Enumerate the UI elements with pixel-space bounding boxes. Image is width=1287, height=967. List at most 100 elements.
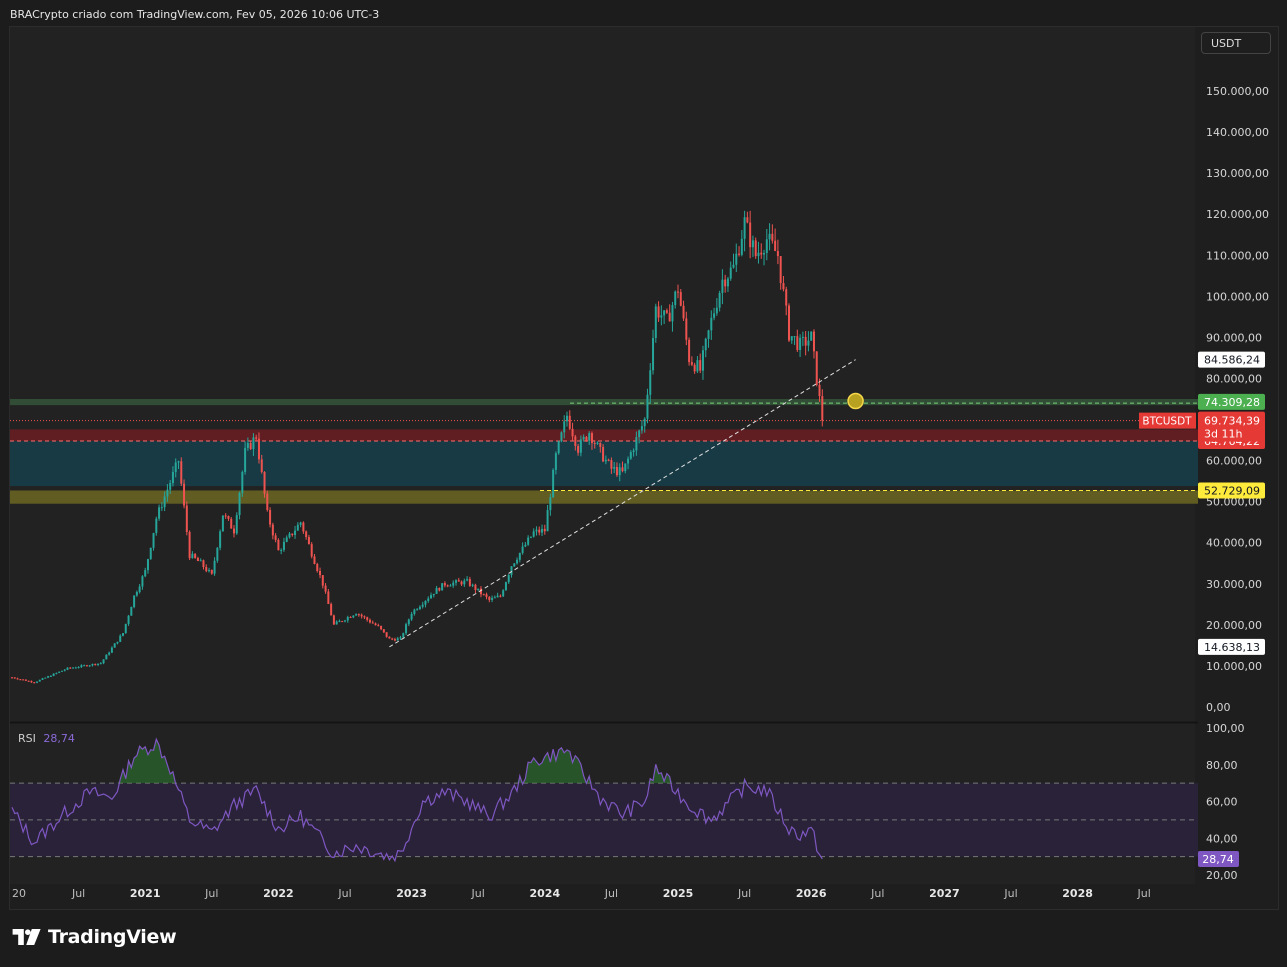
candle-body: [63, 669, 66, 671]
candle-body: [246, 443, 249, 448]
candle-body: [374, 623, 377, 626]
candle-body: [233, 528, 235, 534]
candle-body: [377, 625, 380, 627]
candle-body: [652, 337, 655, 371]
candle-body: [713, 313, 716, 318]
time-axis-tick-label: Jul: [604, 887, 618, 900]
candle-body: [341, 621, 344, 623]
candle-body: [785, 289, 788, 306]
candle-body: [732, 264, 735, 268]
candle-body: [327, 591, 330, 605]
candle-body: [765, 239, 768, 254]
candle-body: [432, 593, 435, 596]
candle-body: [468, 579, 471, 586]
candle-body: [521, 546, 524, 553]
candle-body: [55, 672, 58, 674]
candle-body: [69, 667, 72, 669]
tradingview-logo[interactable]: TradingView: [12, 924, 177, 950]
candle-body: [163, 496, 166, 508]
candle-body: [710, 317, 713, 331]
candle-body: [554, 453, 557, 470]
candle-body: [88, 665, 91, 667]
candle-body: [529, 536, 532, 538]
candle-body: [363, 616, 366, 618]
candle-body: [399, 637, 402, 639]
candle-body: [77, 667, 80, 669]
candle-body: [818, 384, 821, 397]
candle-body: [366, 617, 369, 620]
currency-selector-button[interactable]: USDT: [1201, 32, 1271, 54]
candle-body: [307, 537, 310, 545]
rsi-axis-tick-label: 80,00: [1206, 759, 1238, 772]
candle-body: [474, 584, 477, 591]
candle-body: [22, 679, 25, 681]
price-axis-tick-label: 0,00: [1206, 701, 1231, 714]
candle-body: [638, 430, 641, 438]
candle-body: [541, 528, 544, 533]
candle-body: [368, 619, 371, 623]
candle-body: [310, 544, 313, 557]
candle-body: [344, 620, 346, 622]
candle-body: [627, 458, 630, 464]
candle-body: [738, 253, 741, 255]
candle-body: [24, 679, 27, 681]
candle-body: [97, 663, 100, 665]
price-axis-tick-label: 60.000,00: [1206, 455, 1262, 468]
candle-body: [116, 641, 119, 644]
candle-body: [35, 681, 38, 683]
candle-body: [610, 460, 613, 469]
candle-body: [513, 563, 516, 567]
candle-body: [604, 459, 607, 462]
candle-body: [735, 253, 738, 265]
candle-body: [224, 515, 227, 517]
candle-body: [596, 442, 599, 444]
candle-body: [463, 580, 466, 585]
candle-body: [74, 667, 77, 669]
candle-body: [166, 489, 169, 497]
candle-body: [460, 581, 463, 585]
candle-body: [815, 351, 818, 385]
candle-body: [360, 614, 363, 617]
candle-body: [291, 533, 294, 535]
candle-body: [216, 547, 219, 561]
tradingview-logo-text: TradingView: [48, 926, 177, 948]
candle-body: [779, 256, 782, 284]
time-axis-tick-label: 2024: [529, 887, 560, 900]
candle-body: [19, 679, 22, 681]
price-label-yellow-zone-bg: [1198, 482, 1265, 499]
candle-body: [255, 437, 258, 439]
candle-body: [668, 312, 671, 322]
candle-body: [699, 360, 702, 371]
price-axis-tick-label: 50.000,00: [1206, 496, 1262, 509]
candle-body: [85, 665, 88, 667]
candle-body: [768, 233, 771, 240]
candle-body: [227, 516, 230, 519]
candle-body: [319, 570, 322, 576]
candle-body: [11, 677, 13, 679]
candle-body: [135, 592, 138, 596]
candle-body: [746, 217, 749, 223]
candle-body: [629, 452, 632, 459]
candle-body: [208, 570, 211, 572]
candle-body: [44, 677, 47, 679]
candle-body: [152, 532, 155, 548]
candle-body: [357, 614, 360, 616]
candle-body: [302, 522, 305, 532]
candle-body: [113, 643, 116, 648]
candle-body: [421, 604, 424, 607]
candle-body: [665, 310, 668, 313]
candle-body: [593, 443, 596, 445]
candle-body: [579, 439, 582, 453]
candle-body: [66, 667, 69, 670]
candle-body: [582, 436, 585, 440]
candle-body: [405, 624, 408, 634]
time-axis-tick-label: Jul: [337, 887, 351, 900]
candle-body: [355, 614, 358, 616]
candle-body: [144, 570, 147, 577]
candle-body: [663, 310, 666, 316]
price-label-green-zone-bg: [1198, 393, 1265, 410]
candle-body: [493, 597, 496, 599]
candle-body: [49, 675, 52, 677]
candle-body: [585, 436, 588, 441]
